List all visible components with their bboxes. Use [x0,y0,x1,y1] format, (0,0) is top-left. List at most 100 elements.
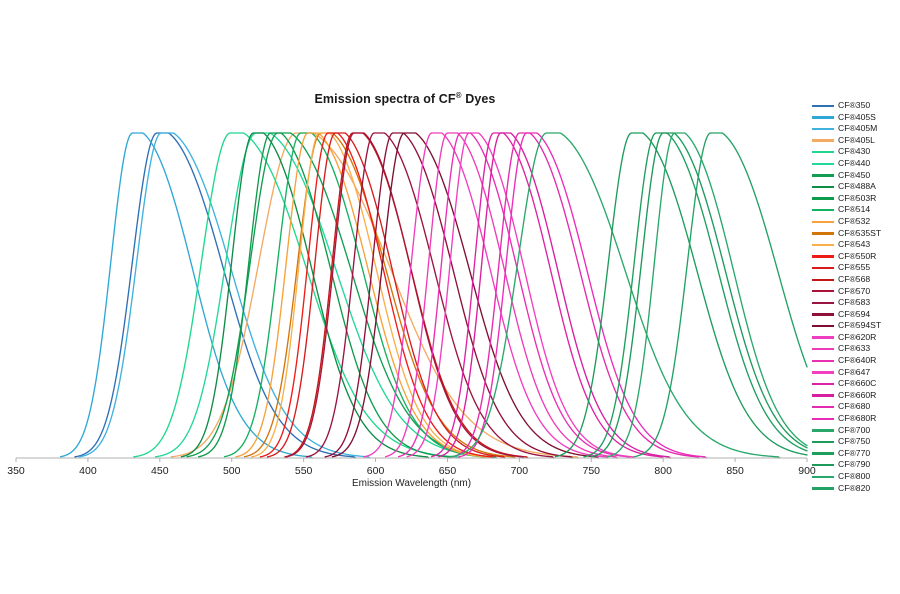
legend-swatch-icon [812,417,834,421]
legend-item[interactable]: CF®800 [812,471,900,483]
legend-item-label: CF®790 [838,459,871,470]
legend-item[interactable]: CF®570 [812,286,900,298]
legend-swatch-icon [812,301,834,305]
legend-item-label: CF®440 [838,157,871,168]
legend-item-label: CF®750 [838,436,871,447]
legend-item-label: CF®550R [838,250,877,261]
legend-item-label: CF®488A [838,181,876,192]
legend-item[interactable]: CF®820 [812,483,900,495]
legend-item[interactable]: CF®550R [812,251,900,263]
legend-item[interactable]: CF®680R [812,413,900,425]
legend-item[interactable]: CF®660R [812,390,900,402]
spectrum-curve [324,132,574,459]
spectrum-curve [133,132,460,459]
legend-item[interactable]: CF®514 [812,204,900,216]
legend-item[interactable]: CF®700 [812,425,900,437]
legend-swatch-icon [812,162,834,165]
legend-item[interactable]: CF®535ST [812,228,900,240]
legend-item-label: CF®680R [838,413,877,424]
x-axis-tick-label: 750 [583,465,601,477]
spectrum-curve [243,132,516,459]
legend-swatch-icon [812,452,834,455]
legend-item-label: CF®680 [838,401,871,412]
legend-item-label: CF®583 [838,297,871,308]
legend-item[interactable]: CF®450 [812,170,900,182]
legend-item[interactable]: CF®660C [812,378,900,390]
spectrum-curve [406,132,636,459]
legend-item[interactable]: CF®532 [812,216,900,228]
spectrum-curve [74,132,357,459]
legend-item[interactable]: CF®594 [812,309,900,321]
spectrum-curve [606,132,808,458]
legend-swatch-icon [812,220,834,223]
legend-item[interactable]: CF®488A [812,181,900,193]
legend-item-label: CF®620R [838,331,877,342]
legend-item[interactable]: CF®620R [812,332,900,344]
legend-item[interactable]: CF®350 [812,100,900,112]
legend-item-label: CF®570 [838,285,871,296]
legend-item[interactable]: CF®633 [812,343,900,355]
legend-item[interactable]: CF®405M [812,123,900,135]
legend-item[interactable]: CF®568 [812,274,900,286]
x-axis-tick-label: 400 [79,465,97,477]
spectrum-curve [430,132,664,459]
spectrum-curve [397,132,631,459]
legend-item[interactable]: CF®543 [812,239,900,251]
legend-swatch-icon [812,104,834,107]
legend-swatch-icon [812,440,834,444]
legend-item[interactable]: CF®583 [812,297,900,309]
legend-item-label: CF®514 [838,204,871,215]
spectrum-curve [305,132,555,459]
legend-item-label: CF®350 [838,100,871,110]
spectrum-curve [154,132,495,459]
chart-title: Emission spectra of CF® Dyes [314,90,496,106]
legend-item-label: CF®800 [838,471,871,481]
legend-item-label: CF®405L [838,134,875,145]
legend-item[interactable]: CF®790 [812,459,900,471]
legend-swatch-icon [812,139,834,142]
legend-item-label: CF®660R [838,389,877,400]
legend-item-label: CF®535ST [838,227,882,238]
x-axis-tick-label: 550 [295,465,313,477]
legend-item[interactable]: CF®405L [812,135,900,147]
legend-item-label: CF®405S [838,111,876,122]
legend-swatch-icon [812,371,834,374]
x-axis: 350 400 450 500 550 600 650 700 750 800 850 900 [7,457,816,477]
legend-item[interactable]: CF®430 [812,146,900,158]
x-axis-label: Emission Wavelength (nm) [351,478,472,489]
x-axis-tick-label: 800 [654,465,672,477]
legend-item[interactable]: CF®647 [812,367,900,379]
legend-item-label: CF®820 [838,482,871,493]
legend-swatch-icon [812,116,834,119]
legend-swatch-icon [812,475,834,478]
legend-item[interactable]: CF®770 [812,448,900,460]
legend-item[interactable]: CF®555 [812,262,900,274]
legend-item[interactable]: CF®503R [812,193,900,205]
legend-swatch-icon [812,127,834,131]
legend-item[interactable]: CF®440 [812,158,900,170]
spectrum-curve [451,132,700,459]
legend-item[interactable]: CF®405S [812,112,900,124]
legend-item-label: CF®568 [838,273,871,284]
legend-item[interactable]: CF®750 [812,436,900,448]
legend-item[interactable]: CF®640R [812,355,900,367]
x-axis-tick-label: 700 [511,465,529,477]
legend-item-label: CF®430 [838,146,871,157]
spectrum-curve [285,132,525,459]
legend-item[interactable]: CF®680 [812,401,900,413]
legend-swatch-icon [812,150,834,154]
legend-swatch-icon [812,464,834,467]
legend-swatch-icon [812,255,834,258]
legend-swatch-icon [812,197,834,200]
spectrum-curve [267,132,506,459]
legend-swatch-icon [812,174,834,177]
spectrum-curve [633,132,808,458]
spectrum-curve [583,132,808,458]
legend-swatch-icon [812,278,834,281]
legend-item[interactable]: CF®594ST [812,320,900,332]
legend-swatch-icon [812,406,834,409]
spectrum-curve [180,132,430,459]
spectrum-curve [554,132,808,458]
